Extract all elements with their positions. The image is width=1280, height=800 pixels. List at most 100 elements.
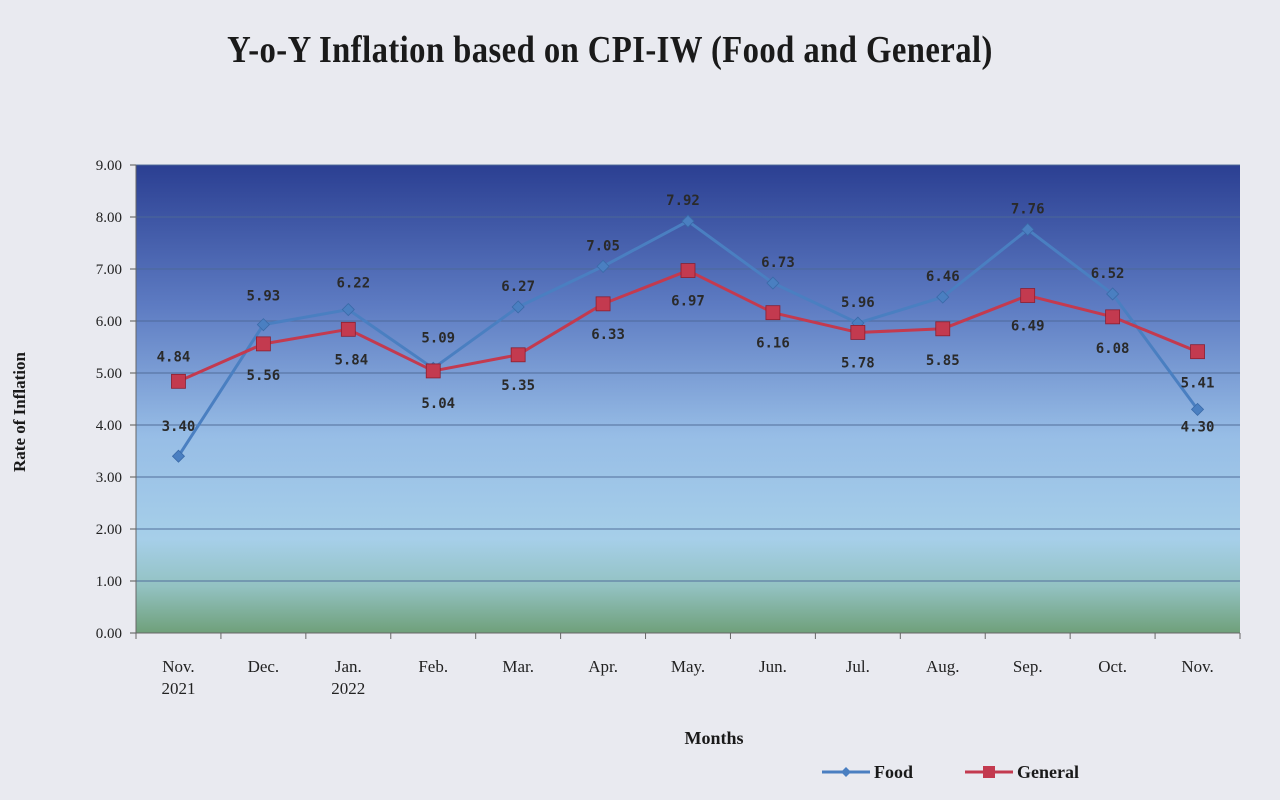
- data-point-general: [255, 336, 271, 352]
- x-tick-label: Dec.: [248, 657, 280, 676]
- data-point-general: [765, 305, 781, 321]
- legend: Food General: [822, 760, 1079, 784]
- data-label-general: 6.97: [671, 294, 705, 310]
- data-point-general: [1190, 344, 1205, 360]
- x-tick-label: Sep.: [1013, 657, 1043, 676]
- data-point-food: [681, 214, 695, 228]
- chart-title: Y-o-Y Inflation based on CPI-IW (Food an…: [227, 29, 993, 71]
- data-label-food: 6.22: [336, 276, 370, 292]
- data-label-general: 6.08: [1096, 341, 1130, 357]
- x-tick-label: Apr.: [588, 657, 618, 676]
- legend-general-swatch: [965, 766, 1014, 778]
- data-point-general: [1105, 309, 1121, 325]
- data-label-food: 6.27: [501, 279, 535, 295]
- x-tick-label-line: Aug.: [926, 657, 960, 676]
- legend-label-general: General: [1017, 761, 1079, 782]
- data-label-food: 6.52: [1091, 266, 1125, 282]
- y-tick-label: 5.00: [96, 366, 122, 382]
- y-tick-label: 0.00: [96, 626, 122, 642]
- x-tick-label-line: Oct.: [1098, 657, 1127, 676]
- legend-item-general: General: [965, 762, 1079, 783]
- data-point-food: [596, 259, 610, 273]
- x-tick-label-line: Nov.: [1181, 657, 1213, 676]
- y-tick-label: 9.00: [96, 158, 122, 174]
- y-tick-label: 4.00: [96, 418, 122, 434]
- data-label-food: 6.46: [926, 269, 960, 285]
- data-point-food: [256, 318, 270, 332]
- x-tick-label: May.: [671, 657, 705, 676]
- x-tick-label-line: Mar.: [502, 657, 534, 676]
- data-label-food: 6.73: [761, 255, 795, 271]
- data-point-general: [171, 373, 186, 389]
- data-label-general: 5.04: [421, 396, 455, 412]
- data-point-food: [1021, 222, 1035, 237]
- data-label-food: 7.92: [666, 193, 700, 209]
- data-label-general: 5.35: [501, 378, 535, 394]
- x-tick-label: Nov.: [1181, 657, 1213, 676]
- x-tick-label-line: Sep.: [1013, 657, 1043, 676]
- x-tick-label-line: Jun.: [759, 657, 787, 676]
- data-point-general: [935, 321, 951, 337]
- x-tick-label: Jul.: [846, 657, 870, 676]
- data-label-food: 4.30: [1181, 419, 1215, 435]
- y-tick-label: 1.00: [96, 574, 122, 590]
- data-point-general: [340, 321, 356, 337]
- data-label-general: 6.33: [591, 327, 625, 343]
- data-label-food: 5.09: [421, 330, 455, 346]
- data-point-general: [1020, 288, 1036, 303]
- x-tick-label-line: May.: [671, 657, 705, 676]
- data-label-general: 5.56: [247, 368, 281, 384]
- data-label-food: 3.40: [162, 419, 196, 435]
- y-tick-label: 8.00: [96, 210, 122, 226]
- y-tick-label: 6.00: [96, 314, 122, 330]
- y-tick-label: 2.00: [96, 522, 122, 538]
- data-label-general: 5.84: [334, 352, 368, 368]
- data-point-general: [510, 347, 526, 363]
- x-tick-label-line: Jan.: [335, 657, 362, 676]
- legend-item-food: Food: [822, 762, 913, 783]
- data-point-food: [766, 276, 780, 290]
- data-point-general: [680, 263, 696, 278]
- x-tick-label-line: Feb.: [418, 657, 448, 676]
- data-label-general: 5.85: [926, 353, 960, 369]
- data-label-general: 6.16: [756, 336, 790, 352]
- legend-label-food: Food: [874, 761, 914, 782]
- data-point-general: [425, 363, 441, 379]
- x-tick-label-line: Nov.: [162, 657, 194, 676]
- x-tick-label: Mar.: [502, 657, 534, 676]
- data-point-food: [171, 449, 186, 463]
- x-tick-label-line: Jul.: [846, 657, 870, 676]
- x-axis-label: Months: [684, 728, 744, 748]
- data-label-general: 4.84: [157, 349, 191, 365]
- x-tick-label-line: 2022: [331, 679, 365, 698]
- y-tick-label: 7.00: [96, 262, 122, 278]
- data-point-food: [1190, 402, 1205, 416]
- x-tick-label: Jan. 2022: [331, 657, 365, 698]
- x-tick-label: Oct.: [1098, 657, 1127, 676]
- x-tick-label-line: Apr.: [588, 657, 618, 676]
- data-point-food: [1106, 287, 1120, 301]
- x-tick-label-line: 2021: [161, 679, 195, 698]
- x-tick-label-line: Dec.: [248, 657, 280, 676]
- data-label-food: 5.96: [841, 295, 875, 311]
- data-point-general: [595, 296, 611, 312]
- data-label-food: 7.05: [586, 238, 620, 254]
- data-point-food: [341, 302, 355, 317]
- x-tick-label: Nov. 2021: [161, 657, 195, 698]
- data-label-food: 7.76: [1011, 201, 1045, 217]
- plot-background: [136, 165, 1240, 633]
- data-label-general: 5.78: [841, 355, 875, 371]
- x-tick-label: Aug.: [926, 657, 960, 676]
- legend-food-swatch: [822, 767, 870, 777]
- data-label-food: 5.93: [247, 289, 281, 305]
- data-point-general: [850, 325, 866, 340]
- x-tick-label: Feb.: [418, 657, 448, 676]
- data-point-food: [936, 290, 950, 304]
- data-label-general: 5.41: [1181, 376, 1215, 392]
- y-tick-label: 3.00: [96, 470, 122, 486]
- data-label-general: 6.49: [1011, 319, 1045, 335]
- x-tick-label: Jun.: [759, 657, 787, 676]
- data-point-food: [511, 300, 525, 314]
